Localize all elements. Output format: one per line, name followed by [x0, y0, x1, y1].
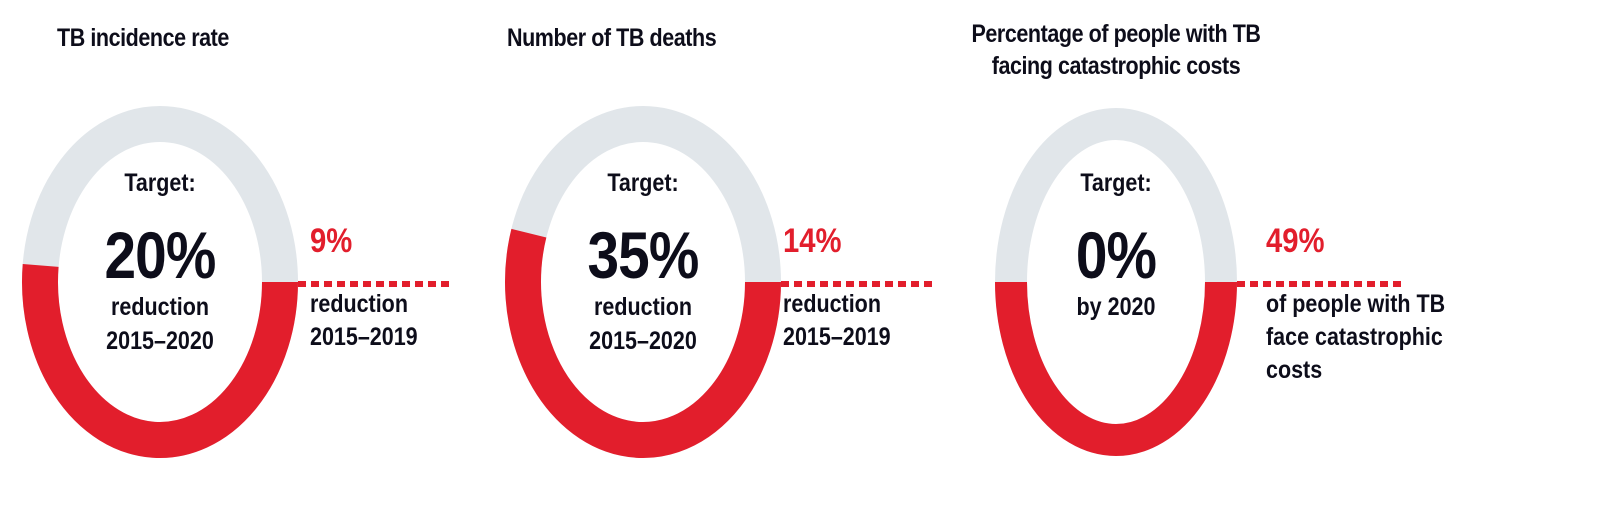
gauge-ring — [505, 106, 937, 458]
panel-tb-deaths: Number of TB deaths Target: 35% reductio… — [483, 0, 963, 510]
achieved-caption-line-2: 2015–2019 — [783, 323, 891, 351]
achieved-block: 14% reduction 2015–2019 — [783, 222, 891, 354]
achieved-caption-line-2: face catastrophic — [1266, 323, 1443, 351]
progress-arc — [22, 264, 298, 458]
target-block: Target: 35% reduction 2015–2020 — [557, 168, 729, 358]
chart-title: TB incidence rate — [57, 24, 229, 52]
target-caption-line-1: by 2020 — [1076, 293, 1156, 321]
achieved-block: 49% of people with TB face catastrophic … — [1266, 222, 1445, 387]
target-caption-line-2: 2015–2020 — [106, 327, 214, 355]
progress-arc — [995, 281, 1237, 456]
target-block: Target: 20% reduction 2015–2020 — [74, 168, 246, 358]
achieved-caption-line-2: 2015–2019 — [310, 323, 418, 351]
achieved-value: 9% — [310, 222, 353, 260]
target-value: 20% — [104, 218, 216, 292]
achieved-caption-line-1: reduction — [310, 290, 408, 318]
target-value: 35% — [587, 218, 699, 292]
panel-incidence-rate: TB incidence rate Target: 20% reduction … — [0, 0, 480, 510]
target-label: Target: — [124, 169, 196, 197]
achieved-block: 9% reduction 2015–2019 — [310, 222, 418, 354]
target-caption-line-1: reduction — [594, 293, 692, 321]
panel-catastrophic-costs: Percentage of people with TB facing cata… — [956, 0, 1556, 510]
chart-title-line-1: Percentage of people with TB — [971, 20, 1261, 48]
achieved-value: 49% — [1266, 222, 1325, 260]
target-value: 0% — [1075, 218, 1157, 292]
progress-arc — [505, 228, 781, 458]
chart-title-line-2: facing catastrophic costs — [991, 52, 1241, 80]
target-caption-line-1: reduction — [111, 293, 209, 321]
achieved-caption-line-3: costs — [1266, 356, 1323, 384]
gauge-ring — [22, 106, 454, 458]
achieved-value: 14% — [783, 222, 842, 260]
target-label: Target: — [1080, 169, 1152, 197]
target-block: Target: 0% by 2020 — [1030, 168, 1202, 324]
chart-title: Percentage of people with TB facing cata… — [970, 18, 1262, 82]
chart-title: Number of TB deaths — [507, 24, 717, 52]
target-caption-line-2: 2015–2020 — [589, 327, 697, 355]
achieved-caption-line-1: of people with TB — [1266, 290, 1446, 318]
achieved-caption-line-1: reduction — [783, 290, 881, 318]
target-label: Target: — [607, 169, 679, 197]
gauge-ring — [995, 108, 1405, 456]
